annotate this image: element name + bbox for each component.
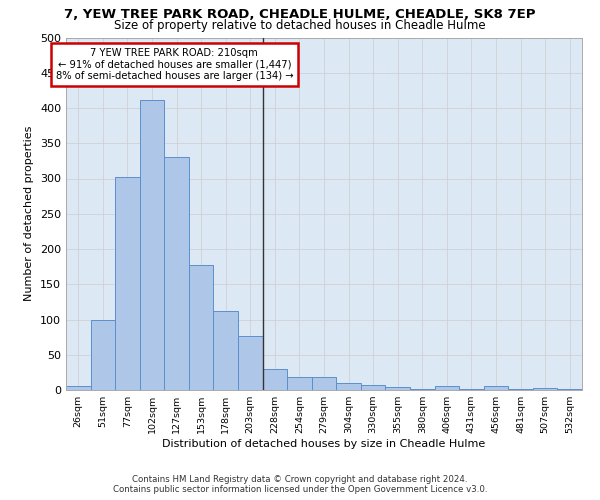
Bar (140, 100, 164, 390)
Text: 7, YEW TREE PARK ROAD, CHEADLE HULME, CHEADLE, SK8 7EP: 7, YEW TREE PARK ROAD, CHEADLE HULME, CH… (64, 8, 536, 20)
Y-axis label: Number of detached properties: Number of detached properties (25, 126, 34, 302)
Bar (533, 388, 557, 390)
Bar (557, 388, 582, 390)
Text: 7 YEW TREE PARK ROAD: 210sqm
← 91% of detached houses are smaller (1,447)
8% of : 7 YEW TREE PARK ROAD: 210sqm ← 91% of de… (56, 48, 293, 82)
Bar (312, 378, 336, 390)
Bar (91, 320, 115, 390)
Bar (287, 378, 312, 390)
Bar (164, 158, 189, 390)
Bar (484, 386, 508, 390)
Text: Contains HM Land Registry data © Crown copyright and database right 2024.
Contai: Contains HM Land Registry data © Crown c… (113, 474, 487, 494)
Bar (214, 311, 238, 390)
Bar (336, 383, 361, 390)
Bar (66, 386, 91, 390)
Bar (115, 177, 140, 390)
Bar (385, 387, 410, 390)
Bar (263, 369, 287, 390)
Bar (238, 336, 263, 390)
Bar (189, 265, 214, 390)
Bar (434, 386, 459, 390)
X-axis label: Distribution of detached houses by size in Cheadle Hulme: Distribution of detached houses by size … (163, 439, 485, 449)
Text: Size of property relative to detached houses in Cheadle Hulme: Size of property relative to detached ho… (114, 18, 486, 32)
Bar (361, 385, 385, 390)
